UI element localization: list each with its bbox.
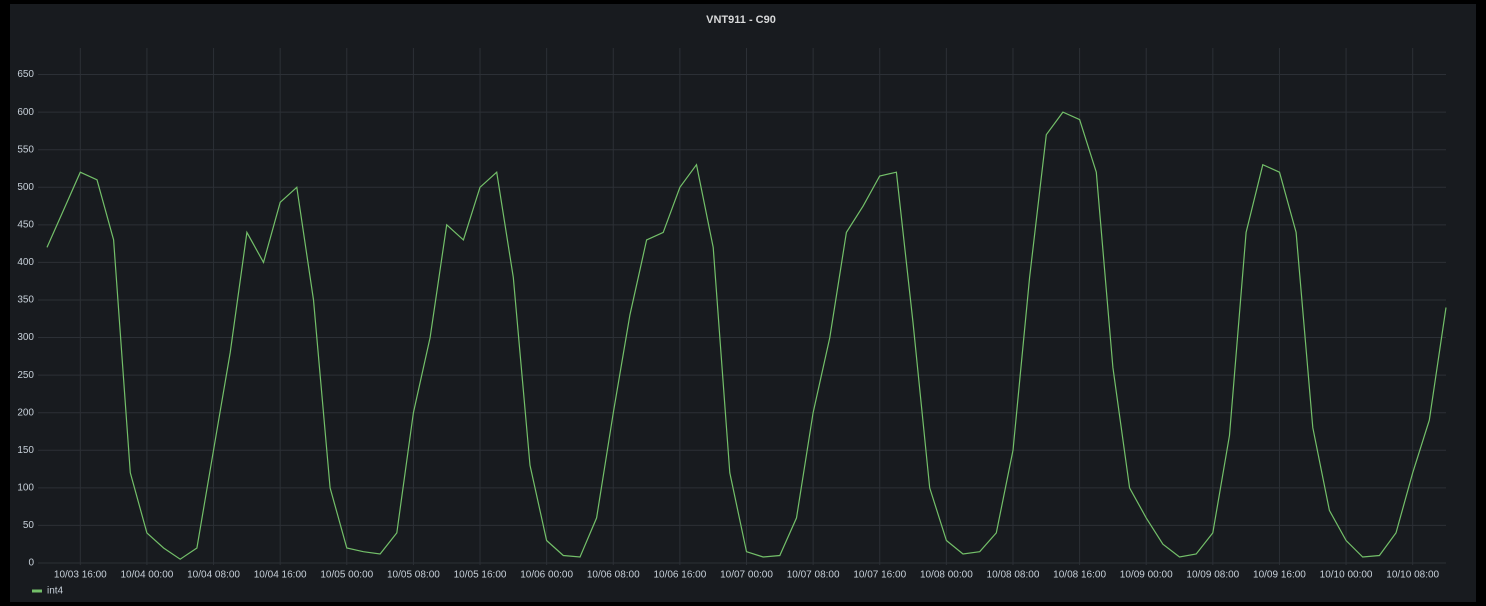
legend-label[interactable]: int4 xyxy=(47,586,64,597)
x-tick-label: 10/10 00:00 xyxy=(1320,570,1373,581)
x-tick-label: 10/03 16:00 xyxy=(54,570,107,581)
y-tick-label: 650 xyxy=(17,69,34,80)
y-tick-label: 150 xyxy=(17,445,34,456)
x-tick-label: 10/05 16:00 xyxy=(454,570,507,581)
y-tick-label: 450 xyxy=(17,219,34,230)
y-tick-label: 350 xyxy=(17,295,34,306)
y-tick-label: 300 xyxy=(17,332,34,343)
y-tick-label: 100 xyxy=(17,482,34,493)
y-tick-label: 500 xyxy=(17,182,34,193)
chart-title: VNT911 - C90 xyxy=(706,14,776,26)
x-tick-label: 10/09 00:00 xyxy=(1120,570,1173,581)
y-tick-label: 200 xyxy=(17,407,34,418)
panel-background xyxy=(10,4,1476,602)
y-tick-label: 0 xyxy=(28,558,34,569)
x-tick-label: 10/10 08:00 xyxy=(1386,570,1439,581)
chart: VNT911 - C90 0 50 100 150 200 250 300 350 400 450… xyxy=(0,0,1486,606)
x-tick-label: 10/09 16:00 xyxy=(1253,570,1306,581)
x-tick-label: 10/07 08:00 xyxy=(787,570,840,581)
x-tick-label: 10/07 16:00 xyxy=(853,570,906,581)
x-tick-label: 10/04 08:00 xyxy=(187,570,240,581)
x-tick-label: 10/06 08:00 xyxy=(587,570,640,581)
x-tick-label: 10/04 00:00 xyxy=(121,570,174,581)
x-tick-label: 10/08 00:00 xyxy=(920,570,973,581)
y-tick-label: 550 xyxy=(17,144,34,155)
x-tick-label: 10/05 08:00 xyxy=(387,570,440,581)
y-tick-label: 600 xyxy=(17,107,34,118)
x-tick-label: 10/04 16:00 xyxy=(254,570,307,581)
page: {"chart_data": {"type": "line", "title":… xyxy=(0,0,1486,606)
y-tick-label: 400 xyxy=(17,257,34,268)
y-tick-label: 250 xyxy=(17,370,34,381)
x-tick-label: 10/08 08:00 xyxy=(987,570,1040,581)
x-tick-label: 10/08 16:00 xyxy=(1053,570,1106,581)
x-tick-label: 10/05 00:00 xyxy=(320,570,373,581)
x-tick-label: 10/06 16:00 xyxy=(653,570,706,581)
x-tick-label: 10/09 08:00 xyxy=(1186,570,1239,581)
y-tick-label: 50 xyxy=(23,520,35,531)
x-tick-label: 10/06 00:00 xyxy=(520,570,573,581)
x-tick-label: 10/07 00:00 xyxy=(720,570,773,581)
